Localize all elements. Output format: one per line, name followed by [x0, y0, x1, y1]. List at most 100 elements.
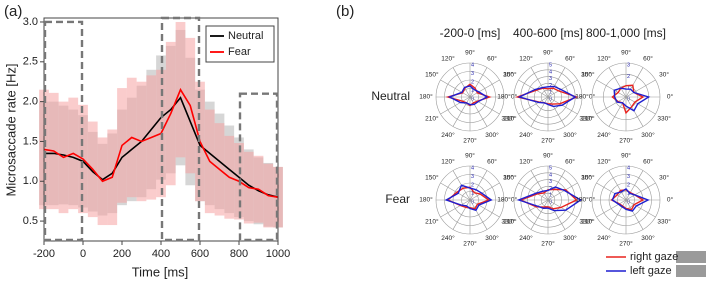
angle-label: 330°: [657, 218, 671, 226]
angle-label: 210°: [581, 115, 595, 123]
legend-label: left gaze: [630, 265, 672, 277]
angle-label: 240°: [519, 131, 533, 139]
spoke: [596, 199, 627, 218]
x-tick-label: 600: [191, 248, 209, 260]
column-title: 800-1,000 [ms]: [586, 26, 666, 40]
y-tick-label: 0.5: [23, 215, 38, 227]
spoke: [440, 199, 471, 218]
y-tick-label: 2.5: [23, 56, 38, 68]
polar-line: [517, 85, 577, 108]
spoke: [440, 96, 471, 115]
angle-label: 270°: [541, 137, 555, 145]
angle-label: 180°: [497, 196, 511, 204]
angle-label: 300°: [485, 131, 499, 139]
y-tick-label: 2.0: [23, 96, 38, 108]
angle-label: 120°: [441, 55, 455, 63]
angle-label: 120°: [519, 55, 533, 63]
column-title: 400-600 [ms]: [513, 26, 583, 40]
face-icon: [676, 251, 706, 263]
angle-label: 120°: [441, 158, 455, 166]
angle-label: 180°: [419, 93, 433, 101]
spoke: [547, 170, 566, 201]
angle-label: 60°: [487, 55, 497, 63]
spoke: [440, 182, 471, 201]
r-tick-label: 1: [471, 191, 474, 197]
angle-label: 180°: [419, 196, 433, 204]
column-title: -200-0 [ms]: [440, 26, 501, 40]
legend-label: Fear: [228, 46, 251, 58]
spoke: [596, 182, 627, 201]
angle-label: 60°: [643, 55, 653, 63]
panel-label: (b): [336, 3, 354, 20]
angle-label: 240°: [597, 131, 611, 139]
angle-label: 210°: [503, 115, 517, 123]
angle-label: 30°: [503, 71, 513, 79]
r-tick-label: 5: [549, 165, 552, 171]
spoke: [530, 67, 549, 98]
r-tick-label: 0: [627, 199, 630, 205]
r-tick-label: 3: [627, 62, 630, 68]
angle-label: 150°: [425, 174, 439, 182]
x-axis-label: Time [ms]: [132, 264, 189, 279]
spoke: [518, 182, 549, 201]
spoke: [469, 96, 488, 127]
r-tick-label: 3: [471, 174, 474, 180]
spoke: [625, 170, 644, 201]
angle-label: 120°: [519, 158, 533, 166]
spoke: [547, 96, 566, 127]
angle-label: 60°: [565, 158, 575, 166]
y-tick-label: 1.0: [23, 175, 38, 187]
r-tick-label: 4: [627, 165, 630, 171]
r-tick-label: 2: [471, 79, 474, 85]
r-tick-label: 4: [549, 69, 552, 75]
angle-label: 270°: [619, 137, 633, 145]
legend-label: Neutral: [228, 30, 263, 42]
angle-label: 120°: [597, 55, 611, 63]
r-tick-label: 5: [549, 62, 552, 68]
angle-label: 240°: [519, 234, 533, 242]
r-tick-label: 3: [471, 71, 474, 77]
angle-label: 60°: [643, 158, 653, 166]
angle-label: 30°: [581, 174, 591, 182]
spoke: [469, 79, 500, 98]
spoke: [518, 96, 549, 115]
angle-label: 30°: [581, 71, 591, 79]
spoke: [547, 199, 578, 218]
angle-label: 300°: [485, 234, 499, 242]
r-tick-label: 4: [471, 165, 474, 171]
r-tick-label: 1: [627, 191, 630, 197]
angle-label: 270°: [463, 240, 477, 248]
spoke: [469, 96, 500, 115]
angle-label: 240°: [441, 131, 455, 139]
r-tick-label: 0: [549, 96, 552, 102]
polar-line: [611, 188, 650, 212]
spoke: [596, 96, 627, 115]
spoke: [530, 199, 549, 230]
x-tick-label: 1000: [266, 248, 290, 260]
angle-label: 210°: [425, 218, 439, 226]
spoke: [608, 96, 627, 127]
angle-label: 180°: [575, 93, 589, 101]
angle-label: 0°: [667, 93, 674, 101]
spoke: [530, 170, 549, 201]
angle-label: 270°: [463, 137, 477, 145]
r-tick-label: 1: [627, 85, 630, 91]
angle-label: 330°: [579, 218, 593, 226]
spoke: [625, 96, 656, 115]
angle-label: 90°: [543, 49, 553, 57]
polar-line: [613, 87, 651, 112]
polar-line: [610, 189, 645, 211]
angle-label: 300°: [641, 131, 655, 139]
angle-label: 330°: [501, 115, 515, 123]
window-box: [160, 16, 201, 242]
polar-line: [611, 84, 645, 115]
r-tick-label: 0: [471, 96, 474, 102]
r-tick-label: 2: [549, 83, 552, 89]
spoke: [608, 67, 627, 98]
angle-label: 30°: [659, 71, 669, 79]
angle-label: 90°: [465, 152, 475, 160]
spoke: [625, 79, 656, 98]
r-tick-label: 3: [549, 179, 552, 185]
angle-label: 270°: [541, 240, 555, 248]
angle-label: 180°: [497, 93, 511, 101]
